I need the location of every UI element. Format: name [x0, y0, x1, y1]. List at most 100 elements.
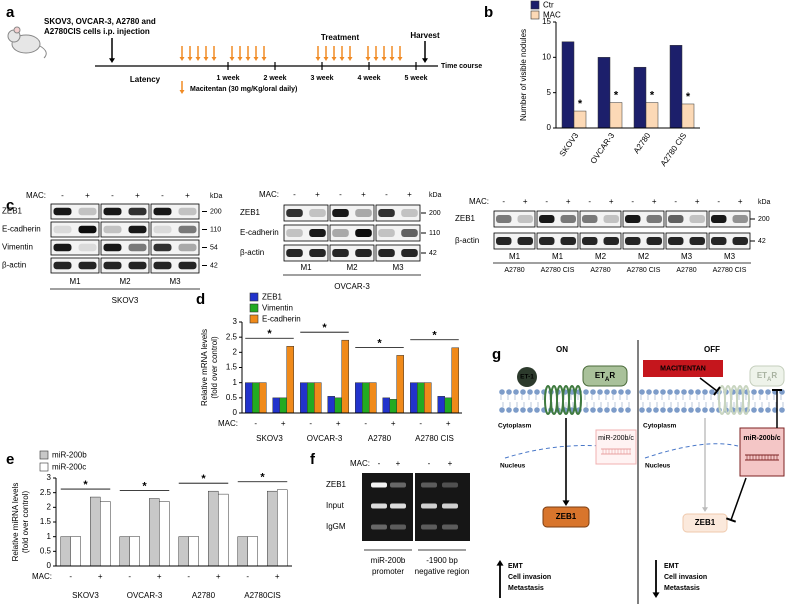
bar [188, 536, 199, 567]
bar [444, 397, 452, 414]
outcome-label: Metastasis [508, 585, 544, 592]
panel-label: c [6, 197, 14, 214]
drug-label: MACITENTAN [660, 365, 706, 372]
bar [396, 355, 404, 414]
protein-label: Vimentin [2, 243, 33, 252]
bar [597, 57, 611, 129]
treatment-arrow-head [339, 57, 345, 61]
sub-label: A2780 [590, 267, 610, 274]
kda-value: 42 [210, 262, 218, 269]
group-label: M1 [552, 252, 564, 261]
bar [451, 347, 459, 414]
blot-band [78, 207, 97, 216]
kda-value: 54 [210, 244, 218, 251]
blot-band [103, 207, 122, 216]
kda-value: 200 [758, 216, 770, 223]
y-tick-label: 3 [233, 317, 238, 326]
legend-swatch [530, 0, 540, 10]
blot-band [401, 209, 418, 217]
blot-band [178, 207, 197, 216]
nucleus-label: Nucleus [500, 463, 526, 470]
activation-arrow-head [562, 500, 570, 506]
significance-mark: * [83, 479, 88, 491]
blot-band [625, 237, 641, 245]
lane-sign: - [545, 197, 548, 206]
y-axis-label: Number of visible nodules [519, 29, 528, 121]
blot-band [103, 243, 122, 252]
blot-band [560, 237, 576, 245]
nucleus-label: Nucleus [645, 463, 671, 470]
panel-label: b [484, 4, 493, 21]
blot-band [178, 225, 197, 234]
lipid-head [695, 389, 701, 395]
x-tick-label: - [364, 419, 367, 428]
inhibition [730, 477, 747, 521]
bar [218, 493, 229, 567]
significance-mark: * [142, 480, 147, 492]
sub-label: A2780 CIS [541, 267, 575, 274]
region-label: promoter [372, 567, 404, 576]
lipid-head [751, 407, 757, 413]
lipid-head [513, 407, 519, 413]
legend-label: miR-200b [52, 451, 87, 460]
bar [362, 382, 370, 414]
inhibition [699, 377, 718, 392]
injection-text: SKOV3, OVCAR-3, A2780 and [44, 17, 156, 26]
receptor-label-part: A [767, 377, 772, 383]
zeb1-box [682, 513, 728, 533]
legend-swatch [249, 292, 259, 302]
blot-band [103, 225, 122, 234]
blot-band [355, 229, 372, 237]
kda-label: kDa [210, 193, 223, 200]
lipid-head [653, 389, 659, 395]
blot-band [517, 237, 533, 245]
bar [90, 496, 101, 567]
blot-band [517, 215, 533, 223]
gel-band [390, 503, 406, 509]
x-axis-label: MAC: [218, 419, 238, 428]
bar [645, 102, 659, 129]
lane-sign: - [339, 190, 342, 199]
kda-value: 200 [210, 208, 222, 215]
bar [307, 382, 315, 414]
blot-band [286, 249, 303, 257]
bar [424, 382, 432, 414]
legend-label: MAC [543, 11, 561, 20]
lipid-head [520, 407, 526, 413]
group-label: A2780 [368, 434, 392, 443]
blot-band [711, 215, 727, 223]
group-label: M2 [638, 252, 650, 261]
lane-sign: + [652, 197, 657, 206]
treatment-arrow-head [389, 57, 395, 61]
lipid-head [506, 389, 512, 395]
x-tick-label: - [309, 419, 312, 428]
blot-band [53, 243, 72, 252]
cell-line-label: SKOV3 [112, 296, 139, 305]
blot-band [53, 261, 72, 270]
receptor-label-part: R [609, 371, 615, 380]
faded-arrow-head [702, 507, 708, 512]
x-tick-label: + [216, 572, 221, 581]
blot-band [711, 237, 727, 245]
ligand-label: ET-1 [520, 374, 534, 381]
group-label: SKOV3 [256, 434, 283, 443]
kda-value: 42 [758, 238, 766, 245]
bar [389, 399, 397, 414]
lane-sign: + [185, 191, 190, 200]
blot-band [178, 243, 197, 252]
blot-band [378, 229, 395, 237]
significance-mark: * [201, 473, 206, 485]
kda-value: 42 [429, 250, 437, 257]
significance-mark: * [650, 89, 655, 101]
outcome-label: EMT [508, 563, 524, 570]
bar [237, 536, 248, 567]
lipid-head [618, 389, 624, 395]
lipid-head [660, 407, 666, 413]
harvest-arrow-head [422, 58, 428, 63]
inhibition-bar [713, 386, 721, 396]
bar [129, 536, 140, 567]
outcome-label: Metastasis [664, 585, 700, 592]
bar [119, 536, 130, 567]
lipid-head [534, 407, 540, 413]
